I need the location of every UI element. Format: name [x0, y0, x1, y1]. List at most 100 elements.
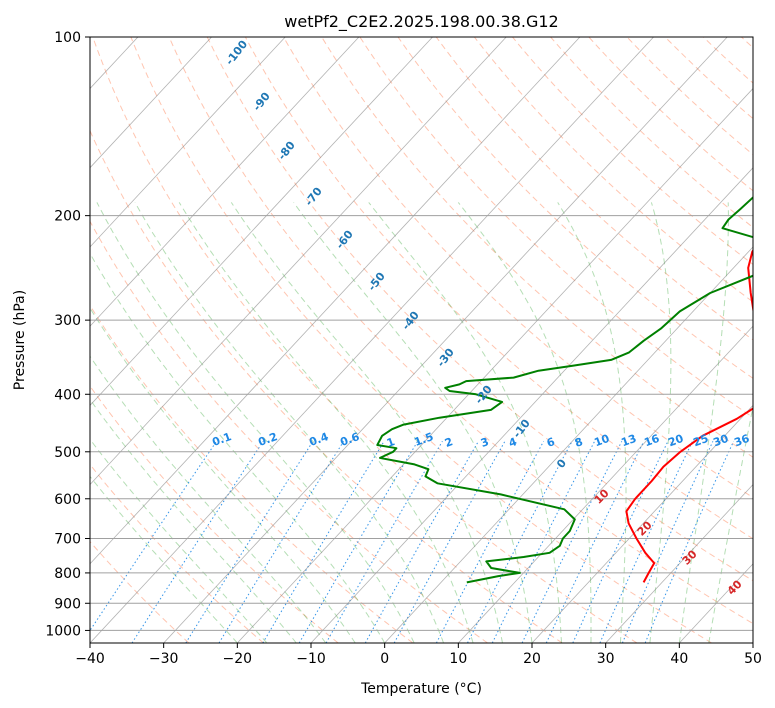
dry-adiabat-line	[435, 37, 753, 341]
mixing-ratio-line	[491, 441, 596, 643]
moist-adiabat-line	[90, 475, 238, 643]
mixing-ratio-label: 1.5	[412, 430, 435, 449]
moist-adiabat-line	[134, 202, 445, 643]
mixing-ratio-line	[599, 441, 693, 643]
isotherm-line	[237, 87, 753, 643]
moist-adiabat-line	[178, 202, 474, 643]
isotherm-line	[384, 246, 753, 643]
axes-layer: −40 −30 −20 −10 0 10 20 30 40 5010020030040050060…	[45, 30, 762, 667]
mixing-ratio-line	[218, 441, 345, 643]
plot-background	[90, 37, 753, 643]
x-tick-label: 20	[523, 651, 541, 667]
dry-adiabat-line	[283, 37, 753, 499]
dry-adiabat-line	[397, 37, 753, 379]
x-tick-label: −20	[223, 651, 253, 667]
dry-adiabat-line	[244, 37, 753, 540]
isotherm-line	[90, 37, 286, 248]
mixing-ratio-label: 13	[619, 432, 638, 449]
x-tick-label: 30	[597, 651, 615, 667]
y-tick-label: 700	[54, 532, 81, 548]
moist-adiabat-line	[457, 202, 592, 643]
moist-adiabat-line	[90, 398, 297, 643]
mixing-ratio-label: 2	[443, 435, 455, 450]
dry-adiabat-line	[588, 37, 753, 192]
mixing-ratio-label: 3	[479, 435, 491, 450]
isotherm-line	[90, 37, 581, 565]
mixing-ratio-label: 6	[545, 435, 557, 450]
chart-title: wetPf2_C2E2.2025.198.00.38.G12	[284, 12, 558, 32]
dry-adiabat-line	[168, 37, 753, 625]
background-lines	[90, 37, 753, 643]
mixing-ratio-line	[325, 441, 443, 643]
y-tick-label: 800	[54, 566, 81, 582]
isotherm-line	[458, 325, 753, 643]
moist-adiabat-line	[293, 202, 533, 643]
mixing-ratio-label: 10	[592, 432, 611, 450]
isotherm-line	[163, 37, 728, 643]
moist-adiabat-line	[90, 252, 386, 643]
temperature-profile-line	[625, 248, 753, 583]
mixing-ratio-label: 0.2	[256, 430, 279, 449]
dry-adiabat-line	[321, 37, 753, 458]
dry-adiabat-line	[626, 37, 753, 156]
mixing-ratio-line	[298, 441, 419, 643]
dry-adiabat-line	[92, 37, 638, 643]
mixing-ratio-label: 1	[385, 435, 397, 450]
moist-adiabat-line	[90, 307, 356, 643]
mixing-ratio-label: 30	[711, 432, 730, 450]
x-axis-title: Temperature (°C)	[360, 681, 482, 697]
mixing-ratio-label: 16	[642, 432, 661, 450]
y-tick-label: 600	[54, 492, 81, 508]
dry-adiabat-line	[130, 37, 712, 643]
mixing-ratio-line	[364, 441, 479, 643]
dewpoint-profile-line	[376, 196, 753, 584]
y-tick-label: 100	[54, 30, 81, 46]
plot-frame	[89, 36, 754, 644]
x-tick-label: 0	[380, 651, 389, 667]
moist-adiabat-line	[90, 438, 268, 643]
mixing-ratio-line	[262, 441, 385, 643]
y-tick-label: 300	[54, 313, 81, 329]
dry-adiabat-line	[359, 37, 753, 419]
dry-adiabat-line	[90, 385, 339, 643]
y-tick-label: 900	[54, 596, 81, 612]
y-axis-title: Pressure (hPa)	[12, 290, 28, 390]
y-tick-label: 1000	[45, 623, 81, 639]
mixing-ratio-line	[90, 441, 217, 632]
x-tick-label: −40	[75, 651, 105, 667]
isotherm-line	[90, 37, 212, 169]
dry-adiabat-line	[550, 37, 753, 229]
x-tick-label: −30	[149, 651, 179, 667]
mixing-ratio-label: 25	[691, 432, 710, 449]
mixing-ratio-label: 36	[732, 432, 751, 450]
x-tick-label: 10	[449, 651, 467, 667]
x-tick-label: 40	[670, 651, 688, 667]
moist-adiabat-line	[368, 202, 562, 643]
isotherm-line	[605, 483, 753, 643]
y-tick-label: 500	[54, 445, 81, 461]
moist-adiabat-line	[557, 202, 627, 643]
y-tick-label: 200	[54, 209, 81, 225]
dry-adiabat-line	[90, 129, 563, 643]
mixing-ratio-label: 4	[507, 435, 519, 450]
moist-adiabat-line	[96, 202, 415, 643]
mixing-ratio-label: 8	[573, 435, 585, 450]
isotherm-line	[90, 37, 654, 643]
series-layer	[376, 196, 753, 584]
mixing-ratio-label: 20	[666, 432, 685, 450]
mixing-ratio-line	[131, 441, 264, 643]
isotherm-line	[90, 37, 433, 406]
isotherm-line	[310, 167, 753, 643]
isotherm-line	[531, 404, 753, 643]
x-tick-label: −10	[296, 651, 326, 667]
mixing-ratio-label: 0.4	[307, 430, 330, 449]
dry-adiabat-line	[473, 37, 753, 303]
mixing-ratio-line	[521, 441, 623, 643]
mixing-ratio-label: 0.1	[210, 430, 233, 449]
mixing-ratio-line	[644, 441, 735, 643]
moist-adiabat-line	[230, 202, 503, 643]
isotherm-line	[90, 37, 507, 486]
mixing-ratio-line	[467, 441, 573, 643]
isotherm-line	[90, 37, 360, 327]
